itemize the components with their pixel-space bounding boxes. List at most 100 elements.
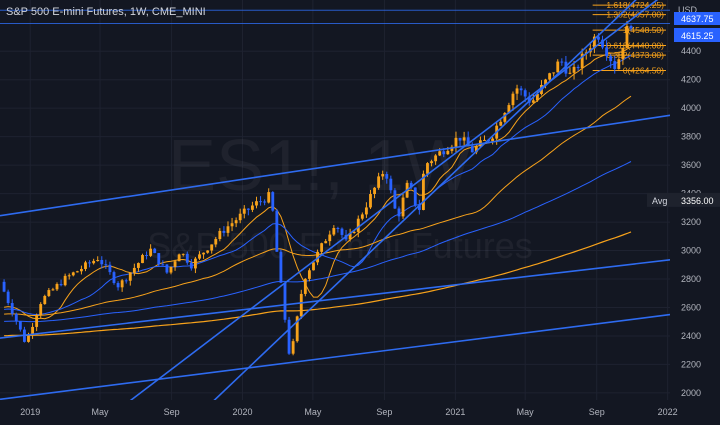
candle-body xyxy=(177,254,181,262)
candle-body xyxy=(206,250,210,253)
candle-body xyxy=(165,264,169,273)
candle-body xyxy=(413,187,417,206)
candle-body xyxy=(364,207,368,215)
candle-body xyxy=(605,47,609,57)
candle-body xyxy=(601,39,604,48)
candle-body xyxy=(100,260,104,265)
moving-average-line-200 xyxy=(4,231,632,337)
price-tick-label: 2000 xyxy=(681,388,701,398)
candle-body xyxy=(523,90,527,97)
price-tick-label: 3000 xyxy=(681,246,701,256)
candle-body xyxy=(340,228,344,235)
candle-body xyxy=(572,66,576,73)
candle-body xyxy=(417,205,421,210)
candle-body xyxy=(14,313,18,322)
candle-body xyxy=(51,289,55,291)
candle-body xyxy=(474,146,478,153)
candle-body xyxy=(96,260,100,262)
candles xyxy=(2,20,633,356)
trendline xyxy=(0,313,671,401)
candle-body xyxy=(609,56,613,62)
price-tick-label: 2400 xyxy=(681,331,701,341)
candle-body xyxy=(568,72,572,74)
candle-body xyxy=(230,223,234,227)
candle-body xyxy=(132,267,136,273)
fibonacci-levels[interactable]: 1.618(4724.25)1.382(4657.00) 1(4548.50) 0.… xyxy=(0,0,670,76)
candle-body xyxy=(214,239,218,245)
candle-body xyxy=(548,73,552,80)
candle-body xyxy=(462,137,466,141)
trendlines[interactable] xyxy=(0,0,671,411)
candle-body xyxy=(218,230,222,240)
fib-level-label: 1.618(4724.25) xyxy=(606,0,664,10)
candle-body xyxy=(112,272,116,284)
candle-body xyxy=(401,197,405,217)
candle-body xyxy=(442,151,446,155)
candle-body xyxy=(303,278,307,294)
time-tick-label: 2022 xyxy=(658,407,678,417)
candle-body xyxy=(136,263,140,268)
fib-level-label: 0.618(4440.00) xyxy=(606,41,664,51)
candle-body xyxy=(242,208,246,214)
candle-body xyxy=(2,281,6,292)
watermark-symbol: ES1!, 1W xyxy=(168,126,472,206)
candle-body xyxy=(507,105,511,114)
candle-body xyxy=(287,319,291,354)
candle-body xyxy=(592,36,596,49)
price-tick-label: 3600 xyxy=(681,160,701,170)
time-tick-label: May xyxy=(304,407,322,417)
candle-body xyxy=(356,218,360,232)
candle-body xyxy=(580,53,584,69)
candle-body xyxy=(373,187,376,195)
candle-body xyxy=(39,304,43,316)
time-tick-label: May xyxy=(92,407,110,417)
last-price-tag-text: 4615.25 xyxy=(681,31,714,41)
candle-body xyxy=(128,272,132,281)
candle-body xyxy=(6,291,10,304)
candle-body xyxy=(108,264,112,273)
candle-body xyxy=(10,303,14,314)
candle-body xyxy=(397,208,401,217)
candle-body xyxy=(238,213,242,221)
candle-body xyxy=(320,243,324,252)
candle-body xyxy=(421,173,425,210)
candle-body xyxy=(519,88,523,91)
candle-body xyxy=(434,155,438,162)
candle-body xyxy=(222,230,226,233)
price-tick-label: 4000 xyxy=(681,103,701,113)
candle-body xyxy=(75,271,79,273)
time-tick-label: 2019 xyxy=(20,407,40,417)
candle-body xyxy=(617,59,621,69)
time-tick-label: May xyxy=(517,407,535,417)
candle-body xyxy=(312,262,315,271)
candle-body xyxy=(47,290,51,296)
candle-body xyxy=(116,283,120,288)
candle-body xyxy=(377,176,381,188)
candle-body xyxy=(426,163,429,174)
candle-body xyxy=(63,275,67,286)
candle-body xyxy=(454,137,458,147)
candle-body xyxy=(531,100,535,103)
price-tick-label: 2600 xyxy=(681,302,701,312)
candle-body xyxy=(316,251,319,263)
price-tick-label: 3800 xyxy=(681,132,701,142)
candle-body xyxy=(324,241,328,244)
time-axis[interactable]: 2019 May Sep 2020 May Sep 2021 May Sep 2022 xyxy=(0,400,720,425)
candle-body xyxy=(92,260,96,264)
price-tags: USD 4637.75 4615.25 Avg 3356.00 xyxy=(647,5,720,207)
candle-body xyxy=(59,284,63,286)
price-tick-label: 3200 xyxy=(681,217,701,227)
candle-body xyxy=(621,47,625,60)
candle-body xyxy=(409,182,413,188)
candle-body xyxy=(181,253,185,255)
candle-body xyxy=(43,295,47,305)
time-tick-label: Sep xyxy=(376,407,392,417)
candle-body xyxy=(104,264,108,266)
fib-level-label: 0.382(4373.00) xyxy=(606,50,664,60)
time-tick-label: Sep xyxy=(164,407,180,417)
candle-body xyxy=(544,79,547,85)
candle-body xyxy=(307,270,311,279)
